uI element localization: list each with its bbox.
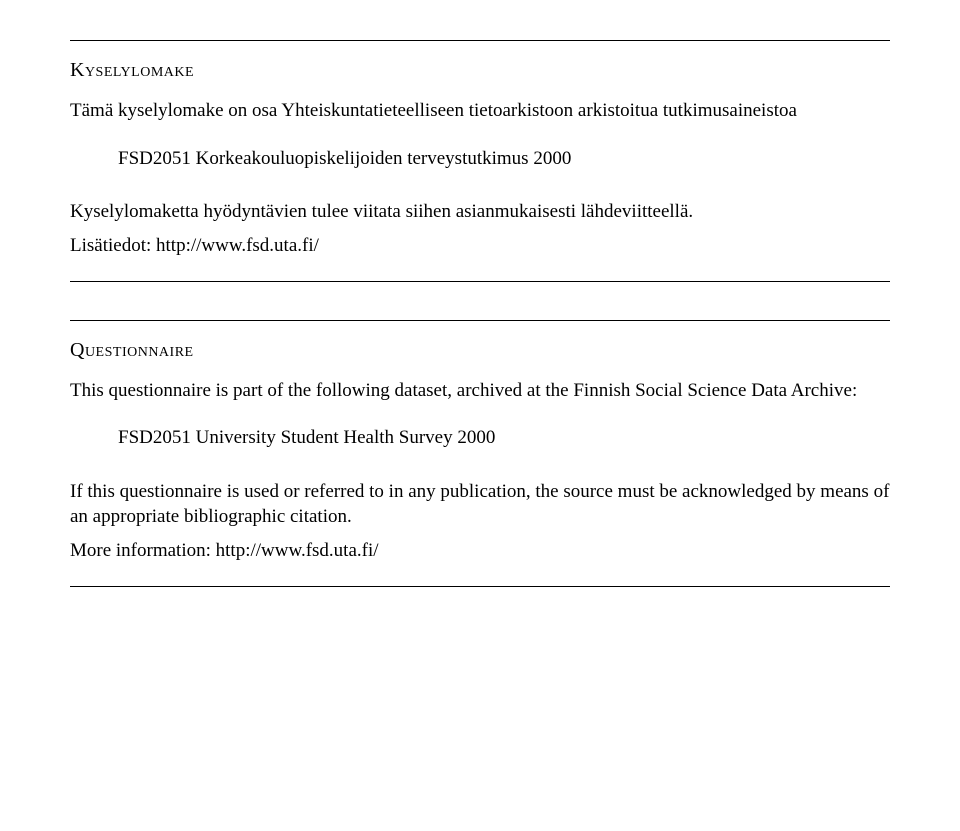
more-info-en: More information: http://www.fsd.uta.fi/ [70,538,890,564]
heading-kyselylomake: Kyselylomake [70,59,890,82]
intro-text-fi: Tämä kyselylomake on osa Yhteiskuntatiet… [70,98,890,124]
heading-questionnaire: Questionnaire [70,339,890,362]
citation-note-en: If this questionnaire is used or referre… [70,479,890,530]
bottom-rule [70,586,890,587]
more-info-fi: Lisätiedot: http://www.fsd.uta.fi/ [70,233,890,259]
dataset-title-en: FSD2051 University Student Health Survey… [118,425,890,451]
citation-note-fi: Kyselylomaketta hyödyntävien tulee viita… [70,199,890,225]
mid-rule-2 [70,320,890,321]
dataset-title-fi: FSD2051 Korkeakouluopiskelijoiden tervey… [118,146,890,172]
document-page: Kyselylomake Tämä kyselylomake on osa Yh… [0,0,960,637]
top-rule [70,40,890,41]
intro-text-en: This questionnaire is part of the follow… [70,378,890,404]
